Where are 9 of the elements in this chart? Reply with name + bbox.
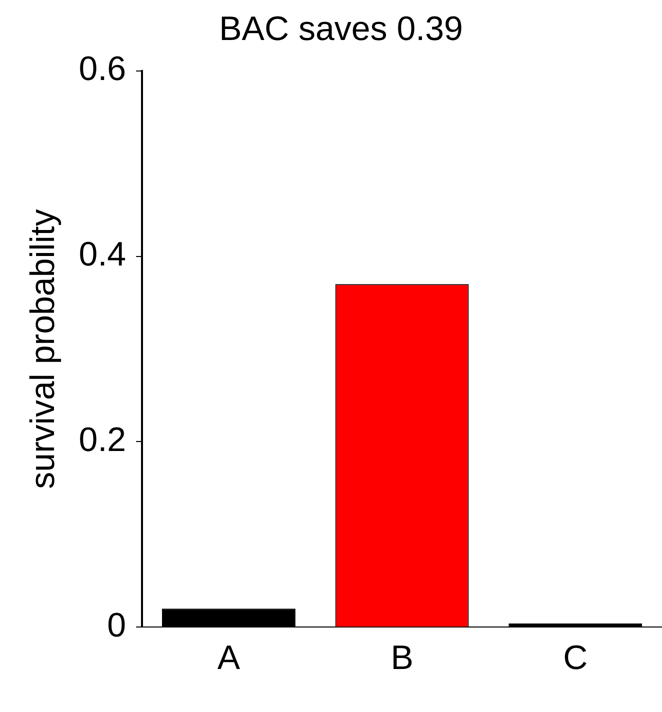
y-tick-label: 0.6 bbox=[78, 50, 126, 88]
x-tick-label: A bbox=[217, 638, 240, 677]
y-axis-title: survival probability bbox=[24, 209, 62, 489]
chart-title: BAC saves 0.39 bbox=[219, 10, 463, 48]
x-tick-label: C bbox=[563, 638, 588, 677]
y-tick-label: 0.4 bbox=[78, 236, 126, 274]
x-tick-label: B bbox=[390, 638, 414, 677]
y-tick-label: 0 bbox=[107, 606, 126, 645]
y-tick-label: 0.2 bbox=[78, 421, 126, 460]
